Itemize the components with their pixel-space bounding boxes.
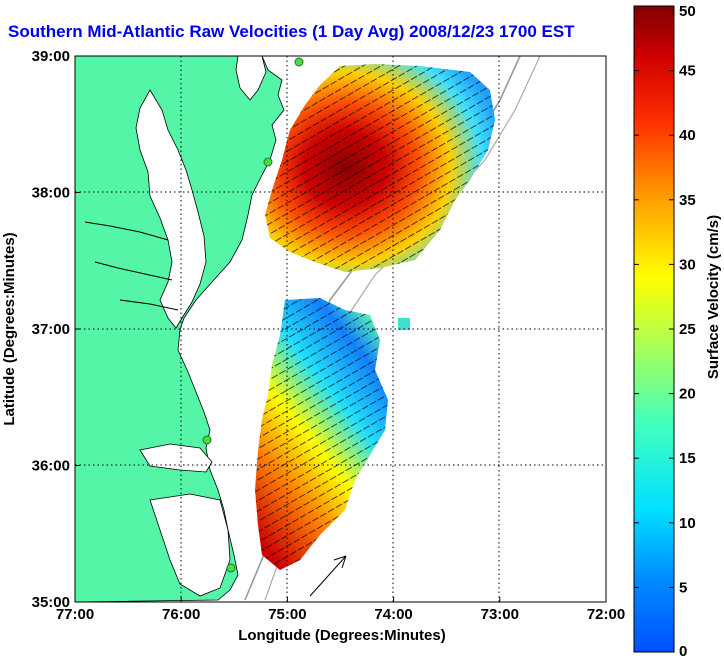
radar-station xyxy=(263,157,273,167)
x-tick-label: 73:00 xyxy=(481,606,519,623)
colorbar-tick-label: 30 xyxy=(679,256,696,273)
colorbar-label: Surface Velocity (cm/s) xyxy=(705,215,722,379)
potomac-river xyxy=(84,221,169,241)
x-axis-label: Longitude (Degrees:Minutes) xyxy=(238,627,446,644)
york-river xyxy=(119,299,179,311)
radar-station xyxy=(226,563,236,573)
grid-lines xyxy=(75,56,606,602)
velocity-arrows-south xyxy=(255,298,388,570)
colorbar-tick-label: 15 xyxy=(679,450,696,467)
colorbar-tick-label: 5 xyxy=(679,579,687,596)
x-tick-label: 72:00 xyxy=(587,606,625,623)
pamlico-sound xyxy=(149,493,231,597)
y-tick-label: 37:00 xyxy=(32,321,70,338)
albemarle-sound xyxy=(139,443,213,473)
y-axis-label: Latitude (Degrees:Minutes) xyxy=(1,232,18,425)
map-title: Southern Mid-Atlantic Raw Velocities (1 … xyxy=(8,22,575,41)
y-axis-ticks: 39:00 38:00 37:00 36:00 35:00 xyxy=(32,48,80,611)
y-tick-label: 39:00 xyxy=(32,48,70,65)
y-tick-label: 35:00 xyxy=(32,594,70,611)
colorbar-tick-label: 35 xyxy=(679,192,696,209)
x-tick-label: 74:00 xyxy=(374,606,412,623)
delaware-bay xyxy=(235,56,267,101)
rappahannock-river xyxy=(94,261,173,281)
colorbar xyxy=(633,5,675,653)
isolated-cell xyxy=(398,318,410,330)
colorbar-tick-label: 20 xyxy=(679,386,696,403)
x-tick-label: 77:00 xyxy=(56,606,94,623)
chesapeake-bay xyxy=(135,89,207,329)
y-tick-label: 38:00 xyxy=(32,185,70,202)
colorbar-tick-label: 10 xyxy=(679,515,696,532)
x-tick-label: 75:00 xyxy=(268,606,306,623)
colorbar-tick-label: 25 xyxy=(679,321,696,338)
scale-arrow xyxy=(309,555,347,597)
colorbar-tick-label: 50 xyxy=(679,3,696,20)
x-axis-ticks: 77:00 76:00 75:00 74:00 73:00 72:00 xyxy=(56,597,625,623)
velocity-arrows-north xyxy=(265,64,495,272)
colorbar-tick-label: 0 xyxy=(679,643,687,659)
radar-station xyxy=(294,57,304,67)
y-tick-label: 36:00 xyxy=(32,458,70,475)
x-tick-label: 76:00 xyxy=(162,606,200,623)
colorbar-tick-label: 45 xyxy=(679,63,696,80)
radar-station xyxy=(202,435,212,445)
colorbar-tick-label: 40 xyxy=(679,127,696,144)
